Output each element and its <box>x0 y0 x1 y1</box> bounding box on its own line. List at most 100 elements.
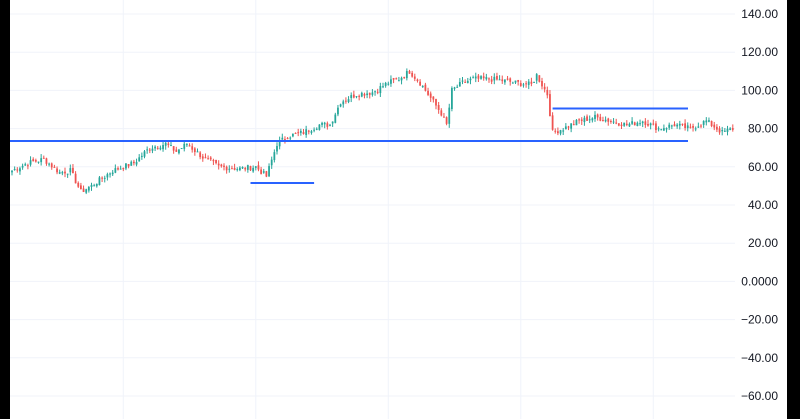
candle-body <box>612 121 615 123</box>
candle-body <box>331 121 334 124</box>
y-tick-label: −60.00 <box>741 389 778 403</box>
y-tick-label: −20.00 <box>741 313 778 327</box>
candle-body <box>472 77 474 79</box>
candle-body <box>607 118 610 122</box>
candle-body <box>382 86 384 88</box>
candle-body <box>684 123 686 129</box>
candle-body <box>668 124 671 128</box>
candle-body <box>562 130 565 132</box>
candle-body <box>260 169 262 174</box>
candle-body <box>220 164 223 167</box>
candle-body <box>617 123 620 126</box>
candle-body <box>522 84 525 86</box>
candle-body <box>480 76 482 79</box>
candle-body <box>464 81 467 83</box>
candle-body <box>625 123 628 126</box>
candle-body <box>676 124 679 127</box>
candle-body <box>623 122 626 126</box>
candle-body <box>488 78 490 80</box>
candle-body <box>424 84 427 91</box>
candle-body <box>236 169 239 171</box>
candle-body <box>628 123 631 127</box>
y-tick-label: 0.0000 <box>741 274 778 288</box>
drawn-horizontal-lines[interactable] <box>10 107 688 185</box>
candle-body <box>551 115 554 130</box>
candle-body <box>72 167 74 174</box>
candle-body <box>257 165 260 170</box>
candle-body <box>692 126 694 128</box>
candle-body <box>315 128 318 130</box>
candle-body <box>652 123 655 125</box>
candle-body <box>24 164 27 166</box>
candle-body <box>716 126 718 130</box>
candle-body <box>11 170 13 173</box>
candle-body <box>453 87 456 89</box>
candle-body <box>538 75 541 82</box>
candle-body <box>307 130 310 132</box>
candle-body <box>27 165 29 167</box>
candle-body <box>337 107 339 115</box>
candle-body <box>130 161 133 166</box>
candle-body <box>456 86 459 88</box>
candle-body <box>215 159 217 164</box>
candle-body <box>64 171 66 174</box>
candle-body <box>13 168 16 170</box>
candle-body <box>594 114 596 119</box>
candle-body <box>443 116 445 118</box>
candle-body <box>519 83 522 86</box>
candle-body <box>318 124 321 130</box>
candle-body <box>610 120 612 122</box>
candle-body <box>117 168 119 170</box>
candle-body <box>93 185 96 187</box>
candle-body <box>490 79 493 82</box>
candle-body <box>143 151 146 157</box>
candle-body <box>342 101 345 105</box>
candle-body <box>602 120 604 122</box>
candle-body <box>713 124 716 128</box>
candle-body <box>278 140 281 147</box>
candle-body <box>85 189 88 193</box>
candle-body <box>313 129 315 131</box>
candle-body <box>482 76 485 79</box>
candle-body <box>665 128 668 130</box>
candle-body <box>154 146 156 149</box>
candle-body <box>403 77 406 79</box>
candle-body <box>663 128 665 131</box>
candle-body <box>580 119 583 121</box>
candle-body <box>16 169 19 171</box>
candle-body <box>620 124 623 127</box>
candle-body <box>252 167 255 172</box>
candle-body <box>175 149 178 152</box>
candle-body <box>501 79 504 82</box>
candle-body <box>694 128 697 130</box>
candle-body <box>223 165 225 167</box>
candle-body <box>207 158 209 160</box>
candle-body <box>103 177 106 179</box>
candle-body <box>286 138 289 140</box>
candle-body <box>485 77 488 80</box>
candle-body <box>170 145 172 147</box>
candle-body <box>270 159 273 166</box>
candle-body <box>390 79 392 84</box>
candle-body <box>639 123 641 125</box>
candle-body <box>427 90 429 95</box>
candle-body <box>268 166 270 177</box>
candle-body <box>178 149 180 154</box>
candle-body <box>543 86 546 90</box>
candle-body <box>58 172 61 174</box>
candle-body <box>670 125 673 127</box>
candle-body <box>345 100 347 102</box>
candle-body <box>461 80 464 82</box>
candle-body <box>217 163 220 166</box>
candle-body <box>101 177 103 179</box>
candle-body <box>355 96 358 98</box>
candle-body <box>133 161 135 164</box>
candle-body <box>466 80 469 83</box>
candle-body <box>329 124 331 126</box>
candle-body <box>572 124 575 126</box>
candle-body <box>697 126 700 128</box>
y-tick-label: 80.00 <box>748 122 778 136</box>
candle-body <box>127 164 130 167</box>
candle-body <box>533 81 535 83</box>
